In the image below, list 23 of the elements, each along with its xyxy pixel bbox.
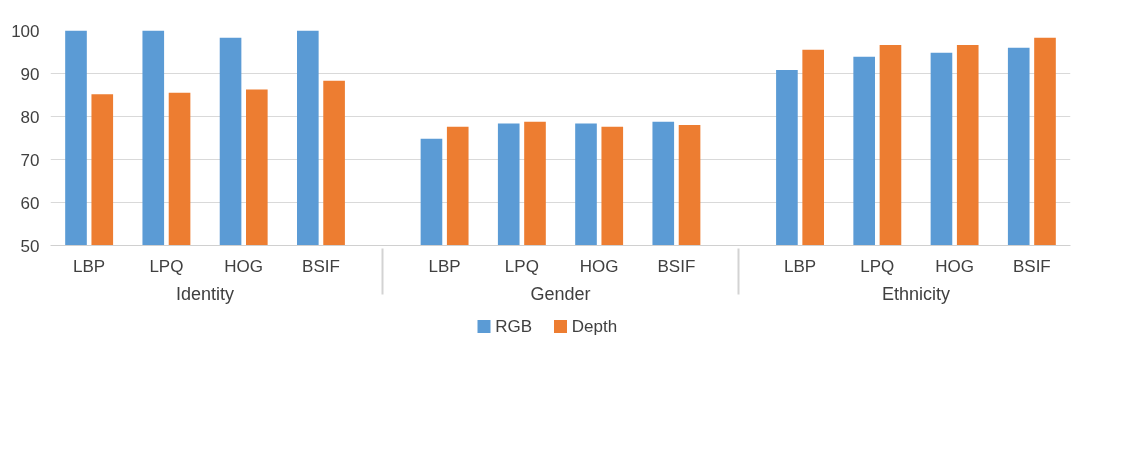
- x-tick-label: LPQ: [504, 256, 539, 276]
- x-tick-label: LBP: [428, 256, 461, 276]
- x-tick-label: HOG: [579, 256, 619, 276]
- x-tick-label: LPQ: [860, 256, 895, 276]
- x-tick-label: BSIF: [302, 256, 340, 276]
- x-tick-label: BSIF: [657, 256, 696, 276]
- text: Ethnicity: [881, 283, 950, 304]
- legend-label: Depth: [571, 317, 618, 336]
- x-tick-label: BSIF: [1012, 256, 1051, 276]
- y-tick-label: 80: [20, 107, 40, 127]
- legend-label: RGB: [495, 317, 533, 336]
- text: Gender: [530, 283, 591, 304]
- x-tick-label: HOG: [224, 256, 264, 276]
- x-tick-label: LBP: [73, 256, 106, 276]
- y-tick-label: 100: [11, 21, 40, 41]
- y-tick-label: 70: [20, 150, 40, 170]
- y-tick-label: 60: [20, 193, 40, 213]
- y-tick-label: 50: [20, 236, 40, 256]
- y-tick-label: 90: [20, 64, 40, 84]
- x-tick-label: LPQ: [149, 256, 184, 276]
- x-tick-label: LBP: [783, 256, 817, 276]
- text: Identity: [176, 283, 235, 304]
- x-tick-label: HOG: [935, 256, 974, 276]
